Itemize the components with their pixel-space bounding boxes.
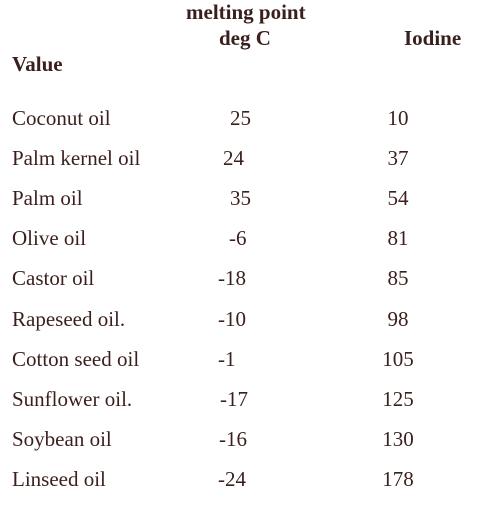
oil-name: Palm kernel oil [12, 146, 141, 170]
melting-point-value: 35 [230, 186, 251, 210]
oil-name: Cotton seed oil [12, 347, 140, 371]
oil-name: Linseed oil [12, 467, 106, 491]
iodine-value: 178 [382, 467, 414, 491]
table-row: Rapeseed oil. -10 98 [0, 306, 480, 332]
table-row: Coconut oil 25 10 [0, 105, 480, 131]
table-row: Linseed oil -24 178 [0, 466, 480, 492]
melting-point-header-line2: deg C [219, 26, 271, 50]
iodine-value: 54 [387, 186, 409, 210]
iodine-header: Iodine [404, 26, 462, 50]
oil-name: Castor oil [12, 266, 95, 290]
oil-name: Coconut oil [12, 106, 111, 130]
table-row: Soybean oil -16 130 [0, 426, 480, 452]
iodine-value: 125 [382, 387, 414, 411]
oil-name: Soybean oil [12, 427, 112, 451]
iodine-value: 85 [387, 266, 409, 290]
table-row: Castor oil -18 85 [0, 265, 480, 291]
oil-name: Palm oil [12, 186, 83, 210]
melting-point-value: -24 [218, 467, 246, 491]
table-row: Cotton seed oil -1 105 [0, 346, 480, 372]
iodine-value: 37 [387, 146, 409, 170]
melting-point-value: 25 [230, 106, 251, 130]
melting-point-value: -10 [218, 307, 246, 331]
melting-point-header-line1: melting point [186, 0, 306, 24]
melting-point-value: -1 [218, 347, 236, 371]
iodine-value: 105 [382, 347, 414, 371]
iodine-value: 130 [382, 427, 414, 451]
melting-point-value: -6 [229, 226, 247, 250]
iodine-value: 98 [387, 307, 409, 331]
oil-name: Sunflower oil. [12, 387, 133, 411]
oil-name: Olive oil [12, 226, 87, 250]
oil-name: Rapeseed oil. [12, 307, 126, 331]
value-header: Value [12, 52, 63, 76]
iodine-value: 10 [387, 106, 409, 130]
melting-point-value: -18 [218, 266, 246, 290]
table-row: Palm oil 35 54 [0, 185, 480, 211]
iodine-value: 81 [387, 226, 409, 250]
table-row: Sunflower oil. -17 125 [0, 386, 480, 412]
melting-point-value: -16 [219, 427, 247, 451]
table-row: Olive oil -6 81 [0, 225, 480, 251]
table-row: Palm kernel oil 24 37 [0, 145, 480, 171]
melting-point-value: 24 [223, 146, 244, 170]
melting-point-value: -17 [220, 387, 248, 411]
